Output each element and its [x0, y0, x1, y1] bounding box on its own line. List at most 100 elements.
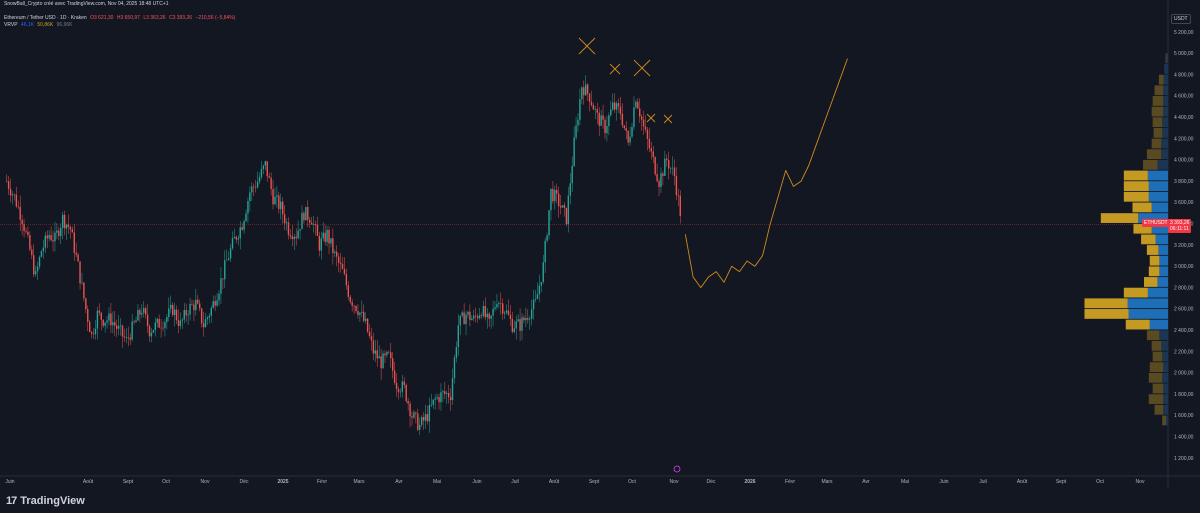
- candle-body: [434, 398, 436, 400]
- candle-body: [413, 412, 415, 418]
- candle-body: [297, 230, 299, 239]
- candle-body: [148, 326, 151, 337]
- candle-body: [224, 260, 226, 280]
- candle-body: [40, 251, 43, 257]
- vrvp-indicator[interactable]: VRVP 46,1K 50,86K 96,96K: [4, 22, 75, 28]
- candle-body: [598, 112, 600, 126]
- volume-profile-down-bar: [1123, 170, 1148, 181]
- currency-badge[interactable]: USDT: [1171, 14, 1191, 24]
- candle-body: [424, 414, 427, 421]
- candle-body: [33, 255, 35, 275]
- candle-body: [519, 319, 521, 331]
- volume-profile-up-bar: [1161, 340, 1168, 351]
- time-tick-label: 2025: [277, 479, 288, 485]
- candle-body: [637, 101, 639, 109]
- candle-body: [307, 206, 309, 220]
- projection-drawing: [684, 58, 848, 289]
- candle-body: [341, 263, 344, 269]
- candle-body: [420, 417, 423, 425]
- candle-body: [590, 101, 593, 106]
- candle-body: [27, 231, 29, 236]
- candle-body: [372, 340, 375, 354]
- candle-body: [189, 303, 191, 315]
- time-tick-label: Juin: [472, 479, 481, 485]
- volume-profile-up-bar: [1163, 362, 1168, 373]
- time-tick-label: Déc: [707, 479, 716, 485]
- candle-body: [583, 87, 585, 96]
- candle-body: [310, 222, 313, 225]
- candle-body: [650, 148, 653, 152]
- candle-body: [380, 356, 382, 369]
- candle-body: [29, 235, 31, 250]
- price-tick-label: 4 600,00: [1174, 94, 1194, 100]
- event-marker-icon[interactable]: [673, 465, 681, 473]
- candle-body: [106, 320, 108, 323]
- candle-body: [606, 126, 608, 134]
- candle-body: [625, 128, 627, 131]
- candle-body: [166, 317, 168, 322]
- candle-body: [409, 403, 411, 417]
- time-tick-label: Oct: [162, 479, 170, 485]
- candle-body: [334, 251, 336, 254]
- x-annotation-stroke: [646, 113, 656, 123]
- candle-body: [419, 424, 421, 430]
- price-tick-label: 1 600,00: [1174, 413, 1194, 419]
- candle-body: [214, 301, 216, 306]
- time-tick-label: 2026: [744, 479, 755, 485]
- volume-profile-down-bar: [1123, 287, 1148, 298]
- price-axis[interactable]: 5 200,00 5 000,00 4 800,00 4 600,00 4 400,00…: [1174, 30, 1194, 462]
- time-tick-label: Mars: [353, 479, 365, 485]
- time-axis[interactable]: Juin Août Sept Oct Nov Déc 2025 Févr Mars Avr Mai J…: [5, 479, 1145, 485]
- candle-body: [168, 308, 170, 318]
- candle-body: [245, 213, 247, 222]
- candle-body: [164, 321, 166, 328]
- candle-body: [222, 278, 224, 280]
- volume-profile-down-bar: [1165, 53, 1167, 64]
- price-chart[interactable]: XXXXX 5 200,005 000,004 800,004 600,004 …: [0, 0, 1200, 488]
- candle-body: [332, 238, 334, 254]
- chart-caption: SnowBall_Crypto créé avec TradingView.co…: [4, 1, 169, 7]
- candle-body: [488, 313, 490, 319]
- candle-body: [463, 312, 465, 325]
- candle-body: [359, 312, 361, 315]
- volume-profile-down-bar: [1152, 117, 1163, 128]
- candle-body: [478, 315, 481, 319]
- candle-body: [525, 317, 527, 321]
- volume-profile-up-bar: [1159, 330, 1168, 341]
- candle-body: [646, 129, 649, 139]
- candle-body: [405, 384, 407, 402]
- volume-profile-up-bar: [1162, 372, 1168, 383]
- candle-body: [586, 84, 589, 94]
- candle-body: [268, 176, 270, 178]
- candle-body: [61, 214, 64, 228]
- candle-body: [44, 235, 46, 248]
- tradingview-logo[interactable]: 17 TradingView: [6, 495, 85, 507]
- candle-body: [262, 165, 265, 169]
- candle-body: [530, 309, 533, 319]
- candle-body: [303, 212, 305, 221]
- volume-profile-down-bar: [1149, 255, 1160, 266]
- volume-profile-down-bar: [1151, 340, 1162, 351]
- vrvp-value-2: 50,86K: [37, 22, 54, 28]
- volume-profile-down-bar: [1149, 362, 1164, 373]
- candle-body: [669, 168, 672, 169]
- candle-body: [473, 315, 475, 319]
- candle-body: [527, 317, 529, 320]
- ohlc-high: H3 650,97: [116, 15, 140, 21]
- candle-body: [239, 227, 241, 239]
- time-tick-label: Nov: [1136, 479, 1145, 485]
- candle-body: [177, 320, 180, 326]
- candle-body: [108, 313, 110, 321]
- candle-body: [197, 299, 199, 304]
- candle-body: [90, 332, 93, 334]
- candle-body: [500, 303, 502, 304]
- candle-body: [67, 224, 70, 228]
- volume-profile-up-bar: [1162, 117, 1168, 128]
- candle-body: [227, 258, 230, 260]
- candle-body: [347, 285, 350, 297]
- volume-profile-down-bar: [1146, 245, 1159, 255]
- candle-body: [349, 296, 351, 303]
- candle-body: [604, 119, 606, 134]
- candle-body: [135, 320, 137, 323]
- volume-profile-down-bar: [1152, 96, 1164, 106]
